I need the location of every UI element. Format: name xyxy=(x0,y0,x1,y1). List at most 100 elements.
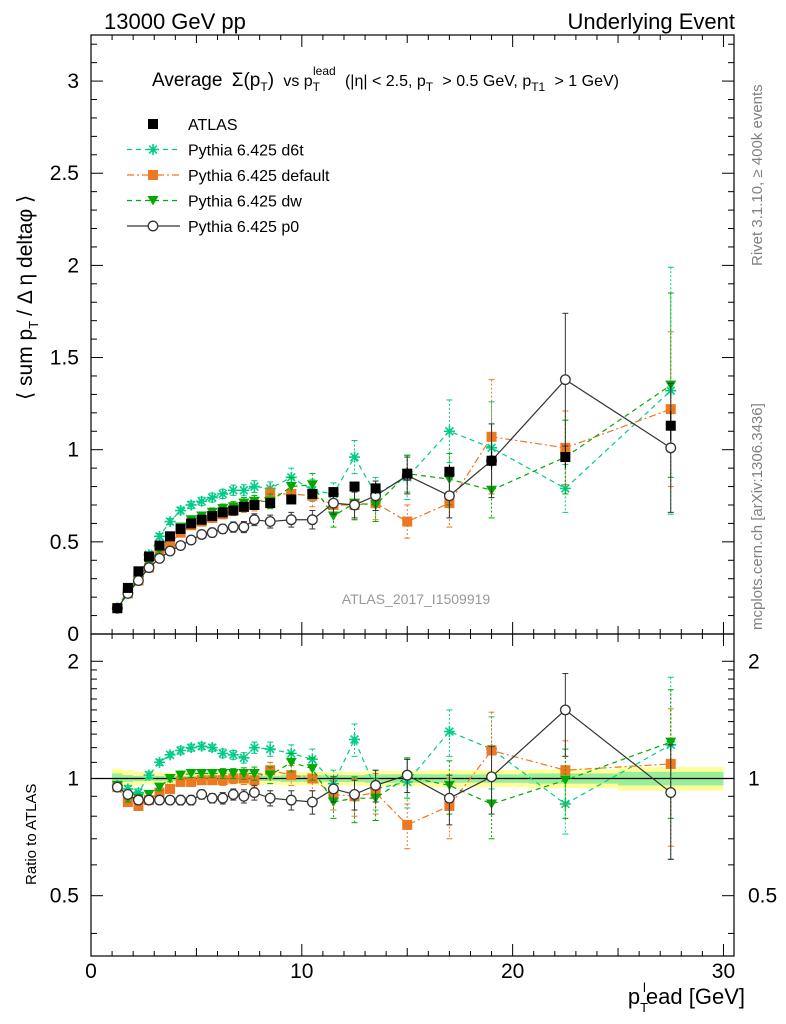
legend: ATLAS Pythia 6.425 d6t Pythia 6.425 defaul… xyxy=(127,117,330,236)
ratio-point xyxy=(559,775,571,786)
atlas-point xyxy=(486,455,497,466)
atlas-point xyxy=(207,511,218,522)
atlas-point xyxy=(370,483,381,494)
data-point xyxy=(559,374,571,386)
ratio-point xyxy=(217,747,229,759)
x-tick-label: 30 xyxy=(712,960,735,983)
data-point xyxy=(132,575,144,587)
data-point xyxy=(206,527,218,539)
ratio-point xyxy=(196,768,208,779)
ratio-point xyxy=(206,768,218,779)
ratio-point xyxy=(559,704,571,716)
data-point xyxy=(164,516,176,528)
data-point xyxy=(206,492,218,504)
series-ratio-4 xyxy=(111,673,677,860)
ratio-frame xyxy=(90,633,735,957)
ratio-point xyxy=(164,773,176,784)
legend-label: ATLAS xyxy=(188,117,238,134)
y-tick-label: 0.5 xyxy=(50,531,79,554)
ratio-point xyxy=(264,770,276,781)
ratio-point xyxy=(217,768,229,779)
series-ratio-line xyxy=(117,709,672,803)
ratio-point xyxy=(559,798,571,810)
ratio-point xyxy=(154,794,165,806)
ratio-point xyxy=(175,744,187,756)
ratio-point xyxy=(238,790,250,802)
ratio-point xyxy=(122,783,134,795)
data-point xyxy=(143,562,155,574)
ratio-point xyxy=(264,743,276,755)
series-main-1 xyxy=(111,266,677,614)
header-right: Underlying Event xyxy=(567,9,735,34)
main-panel xyxy=(111,266,677,614)
atlas-point xyxy=(228,505,239,516)
data-point xyxy=(443,490,455,502)
x-tick-label: 0 xyxy=(85,960,97,983)
legend-item-1: Pythia 6.425 d6t xyxy=(127,143,304,160)
ratio-point xyxy=(401,769,413,781)
x-tick-label: 20 xyxy=(501,960,524,983)
ratio-point xyxy=(486,771,498,783)
data-point xyxy=(349,451,361,463)
data-point xyxy=(264,516,276,528)
y-axis-label-ratio: Ratio to ATLAS xyxy=(23,784,40,885)
ratio-point xyxy=(143,794,155,806)
ratio-point xyxy=(164,749,176,761)
ratio-point xyxy=(370,779,382,791)
header-left: 13000 GeV pp xyxy=(104,9,246,34)
series-ratio-3 xyxy=(111,689,677,840)
ratio-point xyxy=(402,819,413,830)
ratio-point xyxy=(286,770,297,781)
atlas-point xyxy=(265,498,276,509)
series-main-3 xyxy=(111,292,677,614)
legend-label: Pythia 6.425 default xyxy=(188,168,330,185)
ratio-point xyxy=(248,768,260,779)
legend-marker xyxy=(148,170,158,180)
ratio-point xyxy=(143,769,155,781)
ratio-point xyxy=(327,783,339,795)
atlas-point xyxy=(165,531,176,542)
atlas-point xyxy=(143,551,154,562)
legend-item-3: Pythia 6.425 dw xyxy=(127,194,302,211)
mcplots-label: mcplots.cern.ch [arXiv:1306.3436] xyxy=(749,403,766,630)
ratio-point xyxy=(248,787,260,799)
ratio-point xyxy=(154,787,165,798)
data-point xyxy=(285,482,297,492)
ratio-point xyxy=(175,770,187,781)
data-point xyxy=(165,538,176,549)
atlas-point xyxy=(112,603,123,614)
data-point xyxy=(349,499,360,511)
atlas-point xyxy=(217,507,228,518)
legend-marker xyxy=(147,220,159,232)
series-line xyxy=(116,384,672,609)
y-tick-label: 1 xyxy=(67,439,79,462)
ratio-point xyxy=(264,792,276,804)
data-point xyxy=(185,499,197,511)
data-point xyxy=(217,523,229,535)
data-point xyxy=(196,495,208,507)
atlas-point xyxy=(249,499,260,510)
series-main-2 xyxy=(112,331,676,614)
ratio-point xyxy=(122,788,134,800)
y-tick-label: 0 xyxy=(67,623,79,646)
ratio-point xyxy=(196,775,207,786)
ratio-point xyxy=(665,787,677,799)
atlas-point xyxy=(560,452,571,463)
ratio-point xyxy=(132,794,144,806)
data-point xyxy=(227,484,239,496)
data-point xyxy=(217,488,229,500)
legend-label: Pythia 6.425 p0 xyxy=(188,219,299,236)
atlas-point xyxy=(122,582,133,593)
ratio-point xyxy=(306,764,318,774)
ratio-point xyxy=(227,768,239,779)
ratio-y-tick-label: 2 xyxy=(67,650,79,673)
atlas-point xyxy=(307,488,318,499)
legend-item-4: Pythia 6.425 p0 xyxy=(127,219,299,236)
ratio-point xyxy=(206,792,218,804)
ratio-y-tick-label-right: 0.5 xyxy=(748,885,777,908)
y-tick-label: 2 xyxy=(67,254,79,277)
data-point xyxy=(238,521,250,533)
data-point xyxy=(227,521,239,533)
